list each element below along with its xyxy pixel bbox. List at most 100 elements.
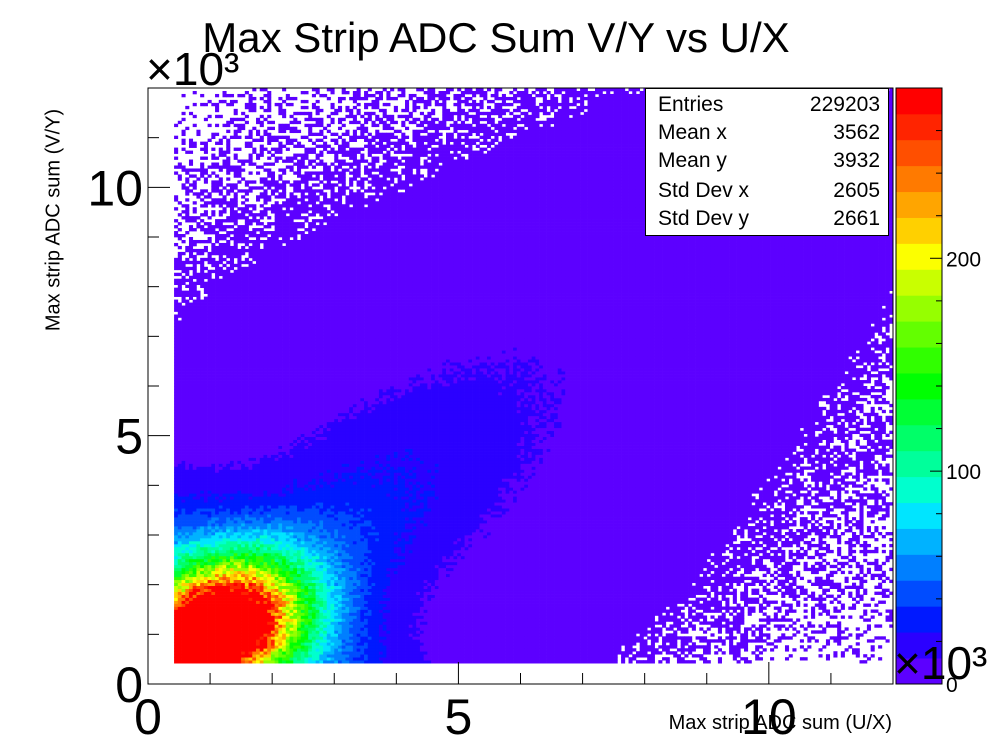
heatmap-cell <box>223 440 227 443</box>
heatmap-cell <box>189 142 193 145</box>
heatmap-cell <box>204 556 208 559</box>
heatmap-cell <box>226 559 230 562</box>
heatmap-cell <box>193 142 197 145</box>
heatmap-cell <box>208 514 212 517</box>
heatmap-cell <box>226 335 230 338</box>
heatmap-cell <box>185 493 189 496</box>
heatmap-cell <box>193 458 197 461</box>
heatmap-cell <box>215 109 219 112</box>
heatmap-cell <box>237 520 241 523</box>
heatmap-cell <box>193 288 197 291</box>
heatmap-cell <box>211 309 215 312</box>
heatmap-cell <box>208 648 212 651</box>
heatmap-cell <box>234 508 238 511</box>
heatmap-cell <box>241 586 245 589</box>
heatmap-cell <box>234 568 238 571</box>
heatmap-cell <box>178 508 182 511</box>
heatmap-cell <box>211 478 215 481</box>
heatmap-cell <box>193 309 197 312</box>
heatmap-cell <box>204 484 208 487</box>
heatmap-cell <box>174 171 178 174</box>
heatmap-cell <box>178 368 182 371</box>
heatmap-cell <box>185 258 189 261</box>
heatmap-cell <box>237 517 241 520</box>
heatmap-cell <box>189 419 193 422</box>
heatmap-cell <box>178 544 182 547</box>
heatmap-cell <box>193 264 197 267</box>
heatmap-cell <box>215 261 219 264</box>
heatmap-cell <box>204 326 208 329</box>
heatmap-cell <box>219 377 223 380</box>
heatmap-cell <box>204 145 208 148</box>
heatmap-cell <box>215 446 219 449</box>
heatmap-cell <box>230 341 234 344</box>
heatmap-cell <box>178 359 182 362</box>
heatmap-cell <box>223 249 227 252</box>
heatmap-cell <box>241 487 245 490</box>
heatmap-cell <box>226 306 230 309</box>
heatmap-cell <box>215 502 219 505</box>
heatmap-cell <box>223 160 227 163</box>
heatmap-cell <box>204 312 208 315</box>
heatmap-cell <box>211 398 215 401</box>
heatmap-cell <box>182 312 186 315</box>
heatmap-cell <box>226 532 230 535</box>
heatmap-cell <box>193 562 197 565</box>
heatmap-cell <box>174 416 178 419</box>
heatmap-cell <box>182 502 186 505</box>
heatmap-cell <box>200 508 204 511</box>
heatmap-cell <box>237 171 241 174</box>
heatmap-cell <box>200 565 204 568</box>
heatmap-cell <box>174 565 178 568</box>
heatmap-cell <box>189 461 193 464</box>
heatmap-cell <box>211 592 215 595</box>
heatmap-cell <box>211 580 215 583</box>
heatmap-cell <box>174 458 178 461</box>
heatmap-cell <box>185 410 189 413</box>
heatmap-cell <box>215 303 219 306</box>
heatmap-cell <box>237 490 241 493</box>
heatmap-cell <box>182 359 186 362</box>
heatmap-cell <box>241 601 245 604</box>
heatmap-cell <box>219 329 223 332</box>
heatmap-cell <box>208 654 212 657</box>
heatmap-cell <box>219 583 223 586</box>
heatmap-cell <box>230 562 234 565</box>
heatmap-cell <box>237 571 241 574</box>
heatmap-cell <box>226 410 230 413</box>
heatmap-cell <box>234 395 238 398</box>
heatmap-cell <box>237 499 241 502</box>
heatmap-cell <box>189 326 193 329</box>
heatmap-cell <box>226 183 230 186</box>
heatmap-cell <box>237 377 241 380</box>
heatmap-cell <box>196 130 200 133</box>
heatmap-cell <box>223 544 227 547</box>
heatmap-cell <box>204 118 208 121</box>
heatmap-cell <box>230 544 234 547</box>
heatmap-cell <box>215 371 219 374</box>
heatmap-cell <box>204 520 208 523</box>
heatmap-cell <box>185 508 189 511</box>
heatmap-cell <box>234 347 238 350</box>
heatmap-cell <box>196 645 200 648</box>
heatmap-cell <box>204 303 208 306</box>
heatmap-cell <box>241 589 245 592</box>
heatmap-cell <box>189 151 193 154</box>
heatmap-cell <box>208 139 212 142</box>
heatmap-cell <box>219 317 223 320</box>
heatmap-cell <box>200 422 204 425</box>
heatmap-cell <box>189 240 193 243</box>
heatmap-cell <box>204 404 208 407</box>
heatmap-cell <box>208 255 212 258</box>
heatmap-cell <box>223 413 227 416</box>
heatmap-cell <box>234 592 238 595</box>
heatmap-cell <box>174 633 178 636</box>
heatmap-cell <box>204 571 208 574</box>
heatmap-cell <box>182 511 186 514</box>
heatmap-cell <box>182 320 186 323</box>
heatmap-cell <box>230 410 234 413</box>
heatmap-cell <box>211 493 215 496</box>
heatmap-cell <box>204 601 208 604</box>
heatmap-cell <box>208 312 212 315</box>
heatmap-cell <box>200 326 204 329</box>
